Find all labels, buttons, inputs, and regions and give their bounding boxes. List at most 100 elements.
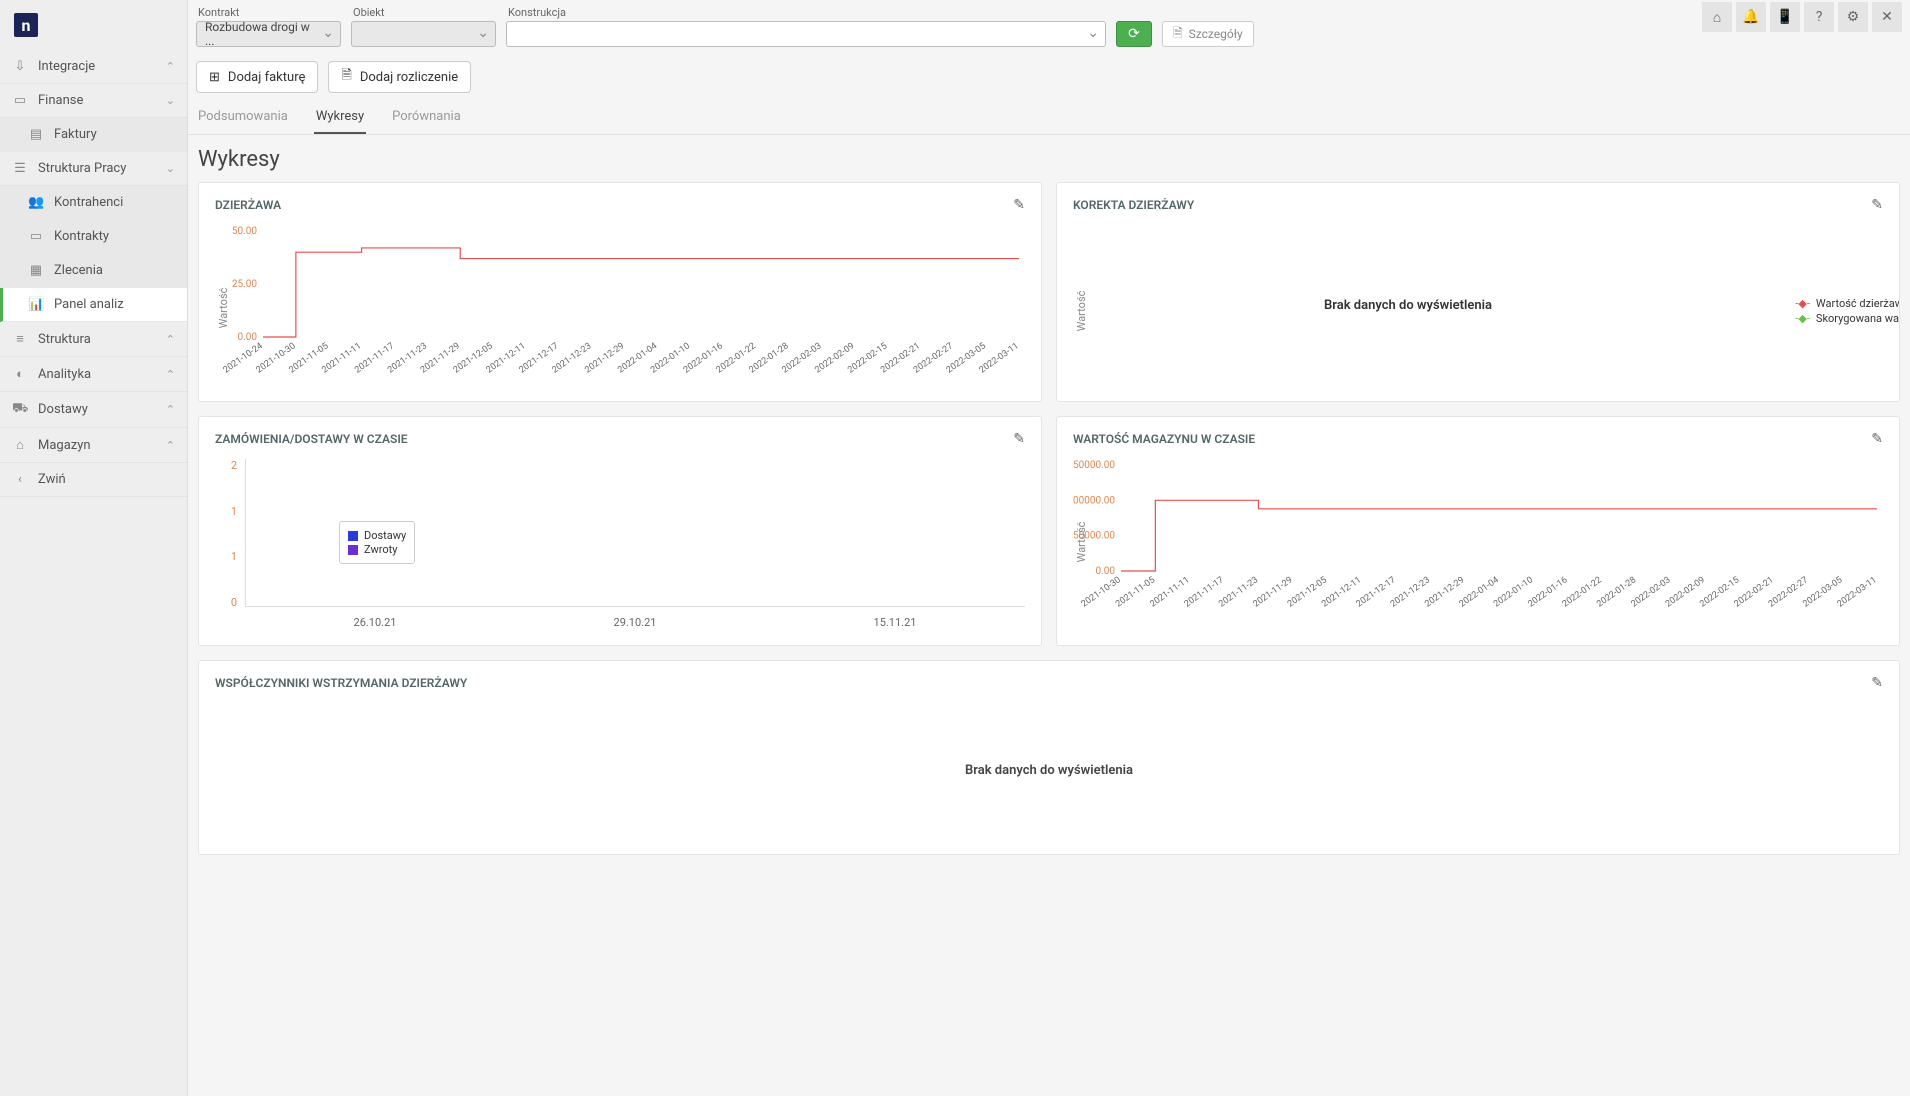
bell-icon: 🔔 xyxy=(1742,9,1759,25)
notifications-button[interactable]: 🔔 xyxy=(1736,2,1766,32)
card-dzierzawa: DZIERŻAWA ✎ Wartość 0.0025.0050.002021-1… xyxy=(198,182,1042,402)
card-title: ZAMÓWIENIA/DOSTAWY W CZASIE xyxy=(215,432,408,446)
svg-text:0.00: 0.00 xyxy=(238,332,258,343)
chevron-icon: ⌃ xyxy=(166,403,175,416)
dashboard-icon: ◐ xyxy=(12,366,28,382)
card-title: WSPÓŁCZYNNIKI WSTRZYMANIA DZIERŻAWY xyxy=(215,676,467,690)
card-magazyn: WARTOŚĆ MAGAZYNU W CZASIE ✎ Wartość 0.00… xyxy=(1056,416,1900,646)
sidebar-item-struktura[interactable]: ≡Struktura ⌃ xyxy=(0,322,187,357)
chevron-icon: ⌃ xyxy=(166,439,175,452)
card-zamowienia: ZAMÓWIENIA/DOSTAWY W CZASIE ✎ 2110 26.10… xyxy=(198,416,1042,646)
edit-icon[interactable]: ✎ xyxy=(1013,197,1025,213)
sidebar-item-zlecenia[interactable]: ▦Zlecenia xyxy=(0,254,187,288)
add-invoice-button[interactable]: ⊞ Dodaj fakturę xyxy=(196,61,318,93)
collapse-icon: ‹ xyxy=(12,472,28,487)
sidebar-label: Faktury xyxy=(54,127,97,142)
chevron-icon: ⌄ xyxy=(166,162,175,175)
filter-label-kontrakt: Kontrakt xyxy=(196,6,341,19)
sidebar-item-analityka[interactable]: ◐Analityka ⌃ xyxy=(0,357,187,392)
sidebar-item-kontrakty[interactable]: ▭ Kontrakty xyxy=(0,220,187,254)
legend: DostawyZwroty xyxy=(339,521,415,564)
empty-message: Brak danych do wyświetlenia xyxy=(1073,298,1883,313)
mobile-icon: 📱 xyxy=(1776,9,1793,25)
invoice-icon: ▤ xyxy=(28,127,44,142)
button-label: Dodaj rozliczenie xyxy=(360,70,458,85)
home-button[interactable]: ⌂ xyxy=(1702,2,1732,32)
doc-icon: 🗎 xyxy=(341,66,351,88)
contract-icon: ▭ xyxy=(28,229,44,244)
svg-text:100000.00: 100000.00 xyxy=(1073,495,1115,506)
orders-icon: ▦ xyxy=(28,263,44,278)
chevron-icon: ⌃ xyxy=(166,333,175,346)
edit-icon[interactable]: ✎ xyxy=(1871,675,1883,691)
logo-icon: n xyxy=(14,13,38,37)
sidebar-label: Integracje xyxy=(38,59,95,74)
card-korekta: KOREKTA DZIERŻAWY ✎ Wartość Brak danych … xyxy=(1056,182,1900,402)
edit-icon[interactable]: ✎ xyxy=(1871,431,1883,447)
svg-text:50.00: 50.00 xyxy=(232,226,257,237)
chevron-icon: ⌃ xyxy=(166,60,175,73)
details-button[interactable]: 🗎 Szczegóły xyxy=(1162,21,1254,47)
sidebar-item-finanse[interactable]: ▭ Finanse ⌄ xyxy=(0,84,187,118)
mobile-button[interactable]: 📱 xyxy=(1770,2,1800,32)
sidebar-item-magazyn[interactable]: ⌂Magazyn ⌃ xyxy=(0,428,187,463)
sidebar-item-panel-analiz[interactable]: 📊 Panel analiz xyxy=(0,288,187,322)
sidebar-label: Analityka xyxy=(38,367,91,382)
filter-label-konstrukcja: Konstrukcja xyxy=(506,6,1106,19)
button-label: Dodaj fakturę xyxy=(228,70,305,85)
sidebar-item-zwin[interactable]: ‹ Zwiń xyxy=(0,463,187,497)
sidebar-label: Struktura Pracy xyxy=(38,161,126,176)
home-icon: ⌂ xyxy=(1713,9,1721,26)
settings-button[interactable]: ⚙ xyxy=(1838,2,1868,32)
empty-message: Brak danych do wyświetlenia xyxy=(215,703,1883,838)
edit-icon[interactable]: ✎ xyxy=(1013,431,1025,447)
sidebar-label: Kontrakty xyxy=(54,229,109,244)
topbar: Kontrakt Rozbudowa drogi w ... Obiekt Ko… xyxy=(188,0,1910,47)
sidebar-item-faktury[interactable]: ▤ Faktury xyxy=(0,118,187,152)
y-axis-label: Wartość xyxy=(217,288,230,329)
svg-text:0.00: 0.00 xyxy=(1096,566,1116,577)
y-axis-label: Wartość xyxy=(1075,522,1088,563)
sidebar-label: Panel analiz xyxy=(54,297,124,312)
svg-text:150000.00: 150000.00 xyxy=(1073,460,1115,471)
sidebar-label: Kontrahenci xyxy=(54,195,123,210)
download-icon: ⇩ xyxy=(12,59,28,74)
tab-wykresy[interactable]: Wykresy xyxy=(314,103,366,134)
add-settlement-button[interactable]: 🗎 Dodaj rozliczenie xyxy=(328,61,471,93)
refresh-button[interactable]: ⟳ xyxy=(1116,21,1152,47)
structure-icon: ☰ xyxy=(12,161,28,176)
tab-podsumowania[interactable]: Podsumowania xyxy=(196,103,290,134)
sidebar-item-struktura-pracy[interactable]: ☰ Struktura Pracy ⌄ xyxy=(0,152,187,186)
sidebar-label: Zwiń xyxy=(38,472,66,487)
bar-chart-zamowienia: 2110 26.10.2129.10.2115.11.21 DostawyZwr… xyxy=(239,459,1025,629)
chart-icon: 📊 xyxy=(28,297,44,312)
card-title: KOREKTA DZIERŻAWY xyxy=(1073,198,1194,212)
svg-text:2022-03-11: 2022-03-11 xyxy=(1836,575,1879,609)
warehouse-icon: ⌂ xyxy=(12,437,28,453)
gear-icon: ⚙ xyxy=(1847,9,1860,25)
help-icon: ? xyxy=(1816,9,1823,25)
sidebar: n ⇩ Integracje ⌃ ▭ Finanse ⌄ ▤ Faktury ☰ Str… xyxy=(0,0,188,1096)
chevron-icon: ⌄ xyxy=(166,94,175,107)
sidebar-item-kontrahenci[interactable]: 👥 Kontrahenci xyxy=(0,186,187,220)
details-label: Szczegóły xyxy=(1189,27,1243,41)
select-obiekt[interactable] xyxy=(351,21,496,47)
close-button[interactable]: ✕ xyxy=(1872,2,1902,32)
select-konstrukcja[interactable] xyxy=(506,21,1106,47)
sidebar-label: Dostawy xyxy=(38,402,88,417)
users-icon: 👥 xyxy=(28,195,44,210)
edit-icon[interactable]: ✎ xyxy=(1871,197,1883,213)
tab-porownania[interactable]: Porównania xyxy=(390,103,463,134)
sidebar-label: Struktura xyxy=(38,332,91,347)
filter-label-obiekt: Obiekt xyxy=(351,6,496,19)
sidebar-item-dostawy[interactable]: ⛟Dostawy ⌃ xyxy=(0,392,187,428)
money-icon: ▭ xyxy=(12,93,28,108)
help-button[interactable]: ? xyxy=(1804,2,1834,32)
card-title: DZIERŻAWA xyxy=(215,198,281,212)
select-kontrakt[interactable]: Rozbudowa drogi w ... xyxy=(196,21,341,47)
close-icon: ✕ xyxy=(1881,9,1893,25)
sidebar-label: Finanse xyxy=(38,93,83,108)
legend: -◆-Wartość dzierżaw-◆-Skorygowana wa xyxy=(1795,295,1899,327)
document-icon: 🗎 xyxy=(1173,24,1183,45)
sidebar-item-integracje[interactable]: ⇩ Integracje ⌃ xyxy=(0,50,187,84)
